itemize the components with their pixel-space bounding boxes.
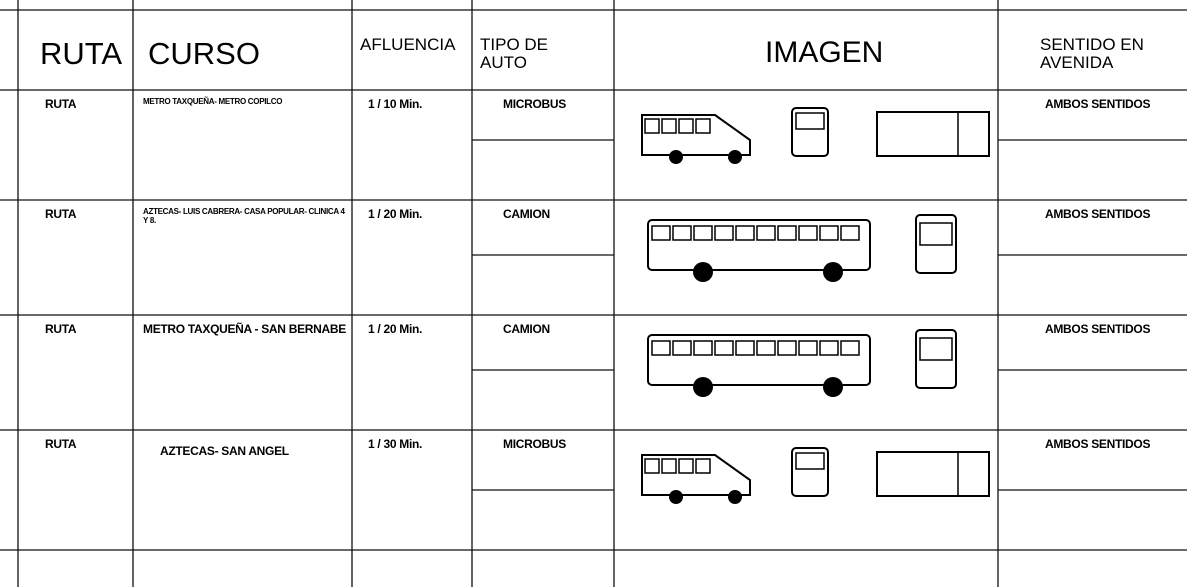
wheel bbox=[728, 150, 742, 164]
wheel bbox=[669, 490, 683, 504]
microbus-front bbox=[791, 107, 829, 157]
microbus-top bbox=[876, 111, 990, 157]
curso-cell: METRO TAXQUEÑA - SAN BERNABE bbox=[143, 322, 346, 336]
microbus-side bbox=[641, 454, 751, 496]
window bbox=[661, 118, 677, 134]
window bbox=[756, 340, 776, 356]
window bbox=[693, 225, 713, 241]
window bbox=[714, 340, 734, 356]
window bbox=[777, 340, 797, 356]
sentido-cell: AMBOS SENTIDOS bbox=[1045, 207, 1151, 221]
window bbox=[672, 225, 692, 241]
afluencia-cell: 1 / 30 Min. bbox=[368, 437, 423, 451]
header-afluencia: AFLUENCIA bbox=[360, 35, 456, 54]
window bbox=[651, 225, 671, 241]
window bbox=[714, 225, 734, 241]
vehicle-image bbox=[641, 447, 990, 504]
curso-cell: METRO TAXQUEÑA- METRO COPILCO bbox=[143, 97, 283, 106]
window bbox=[695, 118, 711, 134]
window bbox=[840, 225, 860, 241]
bus-front bbox=[915, 329, 957, 389]
curso-cell: AZTECAS- LUIS CABRERA- CASA POPULAR- CLI… bbox=[143, 207, 345, 225]
ruta-cell: RUTA bbox=[45, 322, 77, 336]
window bbox=[735, 340, 755, 356]
wheel bbox=[728, 490, 742, 504]
tipo-cell: MICROBUS bbox=[503, 97, 566, 111]
window bbox=[795, 452, 825, 470]
window bbox=[644, 118, 660, 134]
header-ruta: RUTA bbox=[40, 36, 123, 71]
sentido-cell: AMBOS SENTIDOS bbox=[1045, 97, 1151, 111]
window bbox=[798, 340, 818, 356]
window bbox=[795, 112, 825, 130]
window bbox=[819, 225, 839, 241]
sentido-cell: AMBOS SENTIDOS bbox=[1045, 322, 1151, 336]
microbus-front bbox=[791, 447, 829, 497]
vehicle-image bbox=[647, 214, 957, 282]
window bbox=[819, 340, 839, 356]
window bbox=[919, 222, 953, 246]
tipo-cell: CAMION bbox=[503, 207, 550, 221]
afluencia-cell: 1 / 10 Min. bbox=[368, 97, 423, 111]
microbus-top bbox=[876, 451, 990, 497]
window bbox=[651, 340, 671, 356]
window bbox=[777, 225, 797, 241]
ruta-cell: RUTA bbox=[45, 207, 77, 221]
header-curso: CURSO bbox=[148, 36, 260, 71]
ruta-cell: RUTA bbox=[45, 437, 77, 451]
wheel bbox=[693, 377, 713, 397]
ruta-cell: RUTA bbox=[45, 97, 77, 111]
window bbox=[678, 118, 694, 134]
window bbox=[644, 458, 660, 474]
window bbox=[919, 337, 953, 361]
microbus-side bbox=[641, 114, 751, 156]
tipo-cell: CAMION bbox=[503, 322, 550, 336]
bus-front bbox=[915, 214, 957, 274]
bus-side bbox=[647, 334, 871, 386]
header-sentido: SENTIDO EN AVENIDA bbox=[1040, 35, 1144, 72]
window bbox=[661, 458, 677, 474]
wheel bbox=[823, 377, 843, 397]
header-tipo: TIPO DE AUTO bbox=[480, 35, 549, 72]
window bbox=[672, 340, 692, 356]
header-imagen: IMAGEN bbox=[765, 36, 884, 69]
window bbox=[678, 458, 694, 474]
window bbox=[693, 340, 713, 356]
sentido-cell: AMBOS SENTIDOS bbox=[1045, 437, 1151, 451]
window bbox=[735, 225, 755, 241]
vehicle-image bbox=[647, 329, 957, 397]
window bbox=[756, 225, 776, 241]
afluencia-cell: 1 / 20 Min. bbox=[368, 322, 423, 336]
window bbox=[840, 340, 860, 356]
wheel bbox=[693, 262, 713, 282]
afluencia-cell: 1 / 20 Min. bbox=[368, 207, 423, 221]
curso-cell: AZTECAS- SAN ANGEL bbox=[160, 444, 289, 458]
window bbox=[695, 458, 711, 474]
wheel bbox=[669, 150, 683, 164]
window bbox=[798, 225, 818, 241]
tipo-cell: MICROBUS bbox=[503, 437, 566, 451]
wheel bbox=[823, 262, 843, 282]
bus-side bbox=[647, 219, 871, 271]
vehicle-image bbox=[641, 107, 990, 164]
